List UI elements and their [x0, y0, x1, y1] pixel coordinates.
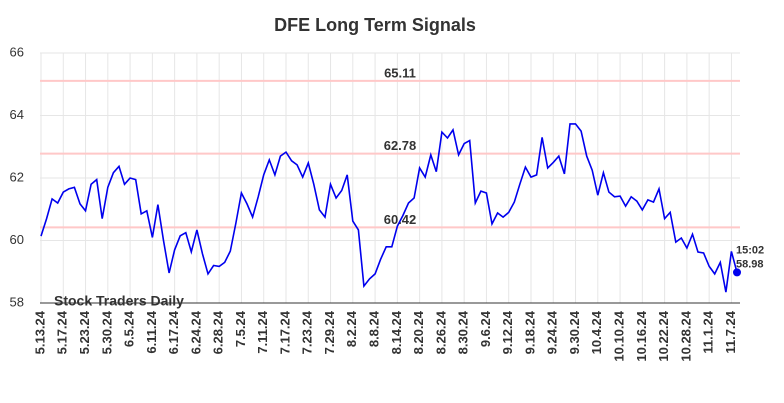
- price-line: [40, 123, 738, 293]
- last-time: 15:02: [736, 244, 764, 256]
- y-tick-label: 66: [10, 44, 24, 59]
- x-tick-label: 9.6.24: [478, 310, 493, 347]
- x-tick-label: 10.22.24: [656, 310, 671, 361]
- x-tick-label: 9.12.24: [500, 310, 515, 354]
- x-tick-label: 9.24.24: [545, 310, 560, 354]
- y-tick-label: 62: [10, 169, 24, 184]
- x-tick-label: 6.17.24: [166, 310, 181, 354]
- x-tick-label: 10.10.24: [612, 310, 627, 361]
- x-tick-label: 7.5.24: [233, 310, 248, 347]
- x-tick-label: 11.1.24: [701, 310, 716, 353]
- x-tick-label: 8.26.24: [433, 310, 448, 354]
- x-tick-label: 7.23.24: [300, 310, 315, 354]
- x-tick-label: 8.2.24: [344, 310, 359, 347]
- x-tick-label: 5.13.24: [32, 310, 47, 354]
- x-tick-label: 9.30.24: [567, 310, 582, 354]
- last-point: [733, 268, 741, 277]
- last-value: 58.98: [736, 258, 764, 270]
- chart-title: DFE Long Term Signals: [274, 15, 476, 35]
- level-label: 65.11: [384, 65, 416, 80]
- x-tick-label: 7.29.24: [322, 310, 337, 354]
- y-tick-label: 64: [10, 107, 24, 122]
- x-tick-label: 10.28.24: [678, 310, 693, 361]
- x-tick-label: 5.30.24: [99, 310, 114, 354]
- x-tick-label: 6.5.24: [122, 310, 137, 347]
- x-tick-label: 7.17.24: [277, 310, 292, 354]
- x-tick-label: 5.17.24: [55, 310, 70, 354]
- x-tick-label: 8.30.24: [456, 310, 471, 354]
- x-tick-label: 10.16.24: [634, 310, 649, 361]
- x-tick-label: 6.28.24: [211, 310, 226, 354]
- level-label: 62.78: [384, 138, 417, 153]
- watermark: Stock Traders Daily: [54, 293, 184, 309]
- x-tick-label: 8.8.24: [367, 310, 382, 347]
- x-tick-label: 6.11.24: [144, 310, 159, 353]
- x-tick-label: 9.18.24: [522, 310, 537, 354]
- x-tick-label: 10.4.24: [589, 310, 604, 354]
- x-tick-label: 8.14.24: [389, 310, 404, 354]
- level-label: 60.42: [384, 212, 417, 227]
- x-tick-label: 8.20.24: [411, 310, 426, 354]
- x-tick-label: 6.24.24: [188, 310, 203, 354]
- x-tick-label: 11.7.24: [723, 310, 738, 353]
- y-tick-label: 58: [10, 294, 24, 309]
- x-tick-label: 5.23.24: [77, 310, 92, 354]
- x-tick-label: 7.11.24: [255, 310, 270, 353]
- y-tick-label: 60: [10, 232, 24, 247]
